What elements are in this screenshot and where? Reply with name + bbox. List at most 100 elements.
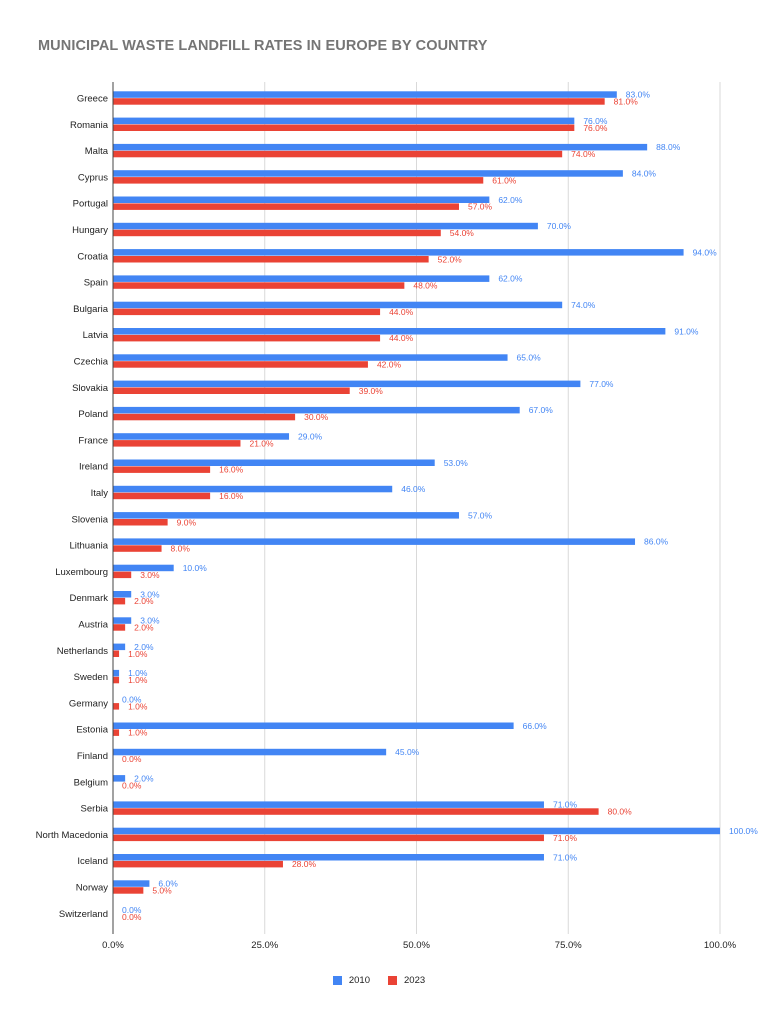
legend-item-2023[interactable]: 2023 [388,975,425,986]
bar-2010[interactable] [113,117,575,125]
data-label-2010: 77.0% [589,379,614,389]
bar-2010[interactable] [113,617,132,624]
data-label-2010: 74.0% [571,300,596,310]
category-label: Germany [69,698,108,709]
bar-2023[interactable] [113,545,162,552]
category-label: Slovakia [72,383,109,394]
category-label: Serbia [81,804,109,815]
bar-2023[interactable] [113,597,126,605]
bar-2023[interactable] [113,413,296,421]
bar-2010[interactable] [113,406,520,414]
bar-2010[interactable] [113,249,684,256]
bar-2010[interactable] [113,275,490,282]
bar-2023[interactable] [113,229,441,237]
category-label: Hungary [72,225,108,236]
bar-2023[interactable] [113,308,381,316]
data-label-2010: 84.0% [632,169,657,179]
bar-2010[interactable] [113,301,563,309]
bar-2010[interactable] [113,143,648,151]
category-label: Bulgaria [73,304,109,315]
bar-2023[interactable] [113,519,168,526]
bar-2010[interactable] [113,459,435,467]
data-label-2023: 0.0% [122,754,142,764]
data-label-2010: 91.0% [674,326,699,336]
bar-2023[interactable] [113,466,211,473]
bar-2010[interactable] [113,854,544,861]
bar-2010[interactable] [113,380,581,388]
bar-2023[interactable] [113,676,120,684]
data-label-2023: 76.0% [583,123,608,133]
bar-2010[interactable] [113,722,514,730]
bar-2023[interactable] [113,440,241,447]
legend-item-2010[interactable]: 2010 [332,975,370,986]
bar-2010[interactable] [113,196,490,204]
data-label-2010: 76.0% [583,116,608,126]
bar-2010[interactable] [113,354,508,361]
legend-label-2023: 2023 [404,975,426,986]
bar-2023[interactable] [113,624,126,631]
bar-2023[interactable] [113,834,544,842]
bar-2023[interactable] [113,387,350,395]
bar-2010[interactable] [113,512,459,519]
bar-2010[interactable] [113,170,623,177]
bar-2023[interactable] [113,860,283,868]
category-label: Finland [77,751,108,762]
bar-2023[interactable] [113,361,368,368]
data-label-2010: 100.0% [729,826,758,836]
bar-2023[interactable] [113,808,599,815]
x-tick-label: 100.0% [704,940,737,951]
bar-2023[interactable] [113,650,120,658]
bar-2023[interactable] [113,256,429,263]
data-label-2023: 1.0% [128,728,148,738]
category-label: Sweden [74,672,108,683]
bar-2010[interactable] [113,827,720,835]
bar-2023[interactable] [113,177,484,184]
bar-2023[interactable] [113,703,120,710]
bar-2010[interactable] [113,591,132,598]
bar-2010[interactable] [113,222,538,230]
data-label-2010: 29.0% [298,432,323,442]
category-label: Norway [76,883,108,894]
data-label-2023: 44.0% [389,333,414,343]
data-label-2010: 57.0% [468,510,493,520]
category-label: Cyprus [78,172,108,183]
category-labels: Greece Romania Malta Cyprus Portugal Hungary C… [36,94,109,920]
bar-2010[interactable] [113,485,393,493]
bar-2010[interactable] [113,328,666,335]
bar-2010[interactable] [113,643,126,651]
bar-2010[interactable] [113,880,150,887]
bar-2023[interactable] [113,571,132,579]
data-label-2010: 71.0% [553,800,578,810]
data-label-2010: 66.0% [523,721,548,731]
bar-2010[interactable] [113,775,126,782]
data-label-2010: 0.0% [122,695,142,705]
bar-2023[interactable] [113,282,405,289]
data-label-2010: 53.0% [444,458,469,468]
bar-2023[interactable] [113,887,144,894]
bar-2023[interactable] [113,124,575,132]
bar-2010[interactable] [113,433,290,440]
bar-2023[interactable] [113,729,120,736]
data-label-2010: 94.0% [693,247,718,257]
bar-2010[interactable] [113,538,636,545]
bar-2010[interactable] [113,564,174,572]
bar-2023[interactable] [113,98,605,105]
data-label-2023: 2.0% [134,596,154,606]
bar-2010[interactable] [113,91,617,98]
category-label: Malta [85,146,109,157]
category-label: Switzerland [59,909,108,920]
legend-swatch-2010 [332,976,342,985]
bar-2010[interactable] [113,801,544,808]
data-label-2023: 16.0% [219,491,244,501]
bar-2023[interactable] [113,334,381,342]
bar-2023[interactable] [113,203,459,210]
category-label: Spain [84,278,108,289]
bar-2010[interactable] [113,748,387,756]
bar-2010[interactable] [113,669,120,677]
data-labels: 83.0%81.0% 76.0%76.0% 88.0% 74.0% 84.0% 61.0%… [122,90,758,922]
data-label-2010: 3.0% [140,616,160,626]
data-label-2010: 65.0% [517,353,542,363]
bar-2023[interactable] [113,150,563,158]
bar-2023[interactable] [113,492,211,500]
